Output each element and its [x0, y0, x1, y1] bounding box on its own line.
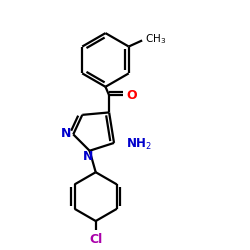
Text: N: N — [61, 127, 72, 140]
Text: CH$_3$: CH$_3$ — [145, 32, 166, 46]
Text: NH$_2$: NH$_2$ — [126, 136, 152, 152]
Text: O: O — [126, 89, 137, 102]
Text: Cl: Cl — [89, 233, 102, 246]
Text: N: N — [83, 150, 94, 162]
